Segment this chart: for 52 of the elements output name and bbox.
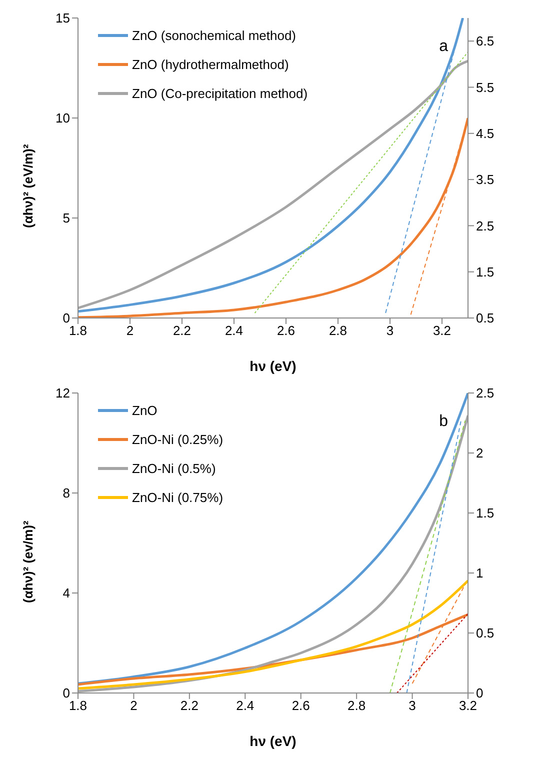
x-tick-label: 2.2 [180,698,198,714]
line-series [78,60,468,310]
y-tick-label: 15 [56,10,70,26]
legend-label: ZnO (sonochemical method) [132,28,296,43]
x-tick-label: 2.4 [236,698,254,714]
legend-label: ZnO-Ni (0.25%) [132,432,224,447]
x-tick-label: 3.2 [432,323,452,338]
x-tick-label: 3 [386,323,394,338]
x-tick-label: 2 [126,323,134,338]
y2-tick-label: 5.5 [476,80,494,95]
y2-tick-label: 4.5 [476,126,494,141]
x-tick-label: 1.8 [68,698,88,714]
legend-label: ZnO-Ni (0.5%) [132,461,216,476]
y-tick-label: 0 [62,686,70,701]
y2-tick-label: 1.5 [476,506,494,521]
x-tick-label: 1.8 [68,323,88,338]
x-tick-label: 3.2 [458,698,478,714]
y2-tick-label: 0.5 [476,310,494,326]
y-tick-label: 12 [56,386,70,401]
x-tick-label: 2.8 [328,323,348,338]
x-tick-label: 2.2 [172,323,192,338]
x-tick-label: 3 [408,698,416,714]
y-tick-label: 5 [62,210,70,226]
y2-tick-label: 0.5 [476,626,494,641]
x-tick-label: 2.6 [292,698,310,714]
x-tick-label: 2.4 [224,323,244,338]
y2-tick-label: 1.5 [476,264,494,280]
y2-tick-label: 3.5 [476,172,494,188]
line-series [78,580,468,690]
legend-label: ZnO (hydrothermalmethod) [132,57,289,72]
legend-label: ZnO [132,403,158,418]
y2-tick-label: 2.5 [476,386,494,401]
legend-label: ZnO-Ni (0.75%) [132,490,224,505]
y2-tick-label: 2 [476,446,484,461]
legend-label: ZnO (Co-precipitation method) [132,86,308,101]
y-tick-label: 4 [62,586,70,601]
y-tick-label: 8 [62,486,70,501]
x-tick-label: 2.6 [276,323,296,338]
y-tick-label: 0 [62,310,70,326]
x-axis-title: hν (eV) [250,733,296,749]
y2-tick-label: 1 [476,566,484,581]
y2-tick-label: 6.5 [476,34,494,49]
y-axis-title: (αhν)² (ev/m)² [20,520,36,603]
y2-tick-label: 0 [476,686,484,701]
y2-tick-label: 2.5 [476,218,494,234]
x-tick-label: 2.8 [348,698,366,714]
x-tick-label: 2 [130,698,138,714]
x-axis-title: hν (eV) [250,358,296,374]
y-axis-title: (αhν)² (eV/m)² [20,144,36,228]
y-tick-label: 10 [56,110,70,126]
annotation: a [439,38,448,56]
annotation: b [439,413,448,431]
